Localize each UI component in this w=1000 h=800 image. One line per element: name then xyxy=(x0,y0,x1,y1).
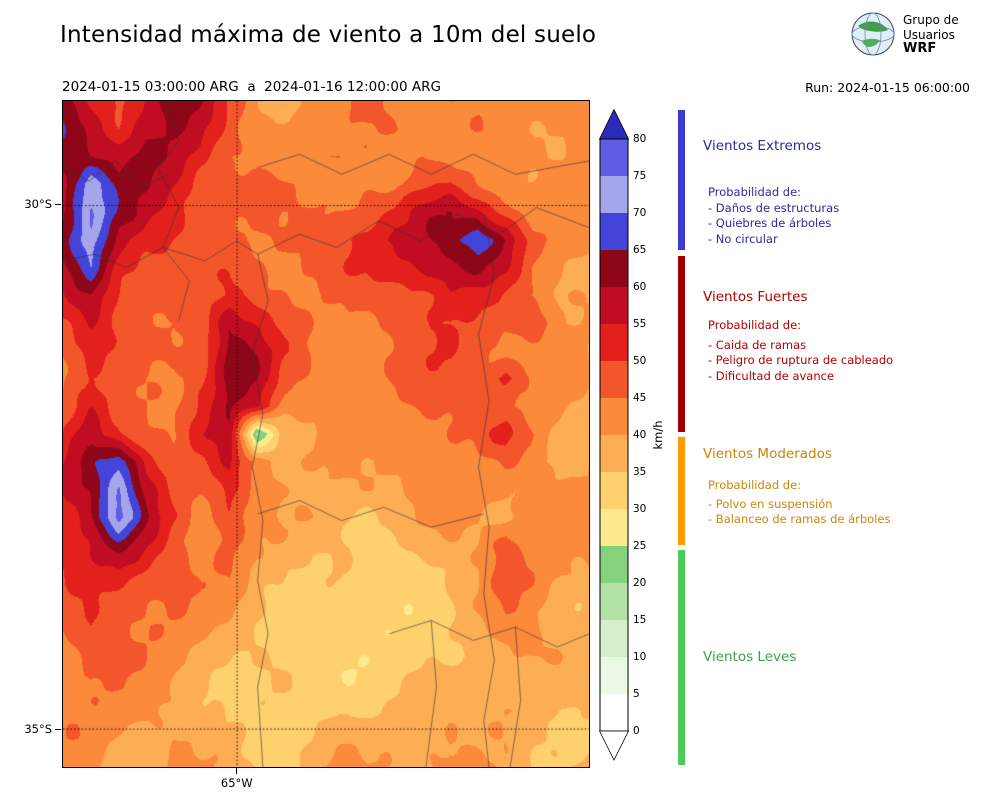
legend-detail-fuertes: Probabilidad de: - Caida de ramas - Peli… xyxy=(708,318,893,384)
colorbar-tick-label: 60 xyxy=(633,280,647,293)
legend-title-leves: Vientos Leves xyxy=(703,649,797,665)
logo-line-2: Usuarios xyxy=(903,27,955,42)
legend-bar-leves xyxy=(678,550,685,765)
legend-title-extremos: Vientos Extremos xyxy=(703,138,822,154)
legend-title-fuertes: Vientos Fuertes xyxy=(703,289,808,305)
colorbar-tick-label: 70 xyxy=(633,206,647,219)
lat-tick xyxy=(55,729,61,731)
colorbar-tick-label: 55 xyxy=(633,317,647,330)
legend-item: - Dificultad de avance xyxy=(708,368,835,383)
legend-prob-label: Probabilidad de: xyxy=(708,318,802,332)
legend-detail-moderados: Probabilidad de: - Polvo en suspensión -… xyxy=(708,478,890,528)
colorbar xyxy=(598,108,630,761)
wrf-logo: Grupo de Usuarios WRF xyxy=(850,11,959,61)
colorbar-tick-label: 35 xyxy=(633,465,647,478)
colorbar-tick-label: 25 xyxy=(633,539,647,552)
colorbar-tick-label: 0 xyxy=(633,724,640,737)
legend-detail-extremos: Probabilidad de: - Daños de estructuras … xyxy=(708,185,839,247)
model-run-label: Run: 2024-01-15 06:00:00 xyxy=(805,80,970,95)
legend-prob-label: Probabilidad de: xyxy=(708,185,802,199)
lat-tick xyxy=(55,204,61,206)
lon-tick xyxy=(236,768,238,774)
legend-item: - Caida de ramas xyxy=(708,337,807,352)
legend-prob-label: Probabilidad de: xyxy=(708,478,802,492)
lon-tick-label: 65°W xyxy=(220,776,253,790)
logo-line-3: WRF xyxy=(903,41,937,56)
colorbar-tick-label: 10 xyxy=(633,650,647,663)
legend-bar-moderados xyxy=(678,437,685,545)
legend-item: - Daños de estructuras xyxy=(708,200,840,215)
logo-line-1: Grupo de xyxy=(903,13,959,27)
legend-item: - Quiebres de árboles xyxy=(708,216,832,230)
colorbar-tick-label: 5 xyxy=(633,687,640,700)
legend-item: - No circular xyxy=(708,231,778,246)
legend-item: - Peligro de ruptura de cableado xyxy=(708,353,894,367)
colorbar-tick-label: 40 xyxy=(633,428,647,441)
colorbar-tick-label: 20 xyxy=(633,576,647,589)
legend-title-moderados: Vientos Moderados xyxy=(703,446,832,462)
colorbar-tick-label: 75 xyxy=(633,169,647,182)
wind-intensity-map xyxy=(62,100,590,768)
wrf-globe-icon xyxy=(850,11,896,61)
wind-heatmap-canvas xyxy=(63,101,589,767)
legend-item: - Polvo en suspensión xyxy=(708,496,833,511)
legend-item: - Balanceo de ramas de árboles xyxy=(708,512,891,526)
logo-text: Grupo de Usuarios WRF xyxy=(903,11,959,57)
page-title: Intensidad máxima de viento a 10m del su… xyxy=(60,22,597,48)
colorbar-tick-label: 30 xyxy=(633,502,647,515)
valid-period-label: 2024-01-15 03:00:00 ARG a 2024-01-16 12:… xyxy=(62,79,441,95)
lat-tick-label: 35°S xyxy=(24,721,52,736)
lat-tick-label: 30°S xyxy=(24,196,52,211)
colorbar-tick-label: 65 xyxy=(633,243,647,256)
legend-bar-extremos xyxy=(678,110,685,250)
colorbar-tick-label: 50 xyxy=(633,354,647,367)
colorbar-tick-label: 80 xyxy=(633,132,647,145)
colorbar-tick-label: 15 xyxy=(633,613,647,626)
colorbar-tick-label: 45 xyxy=(633,391,647,404)
legend-bar-fuertes xyxy=(678,256,685,432)
